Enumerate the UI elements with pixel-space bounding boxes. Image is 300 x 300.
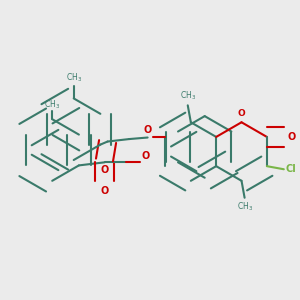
Text: Cl: Cl: [285, 164, 296, 174]
Text: O: O: [100, 186, 109, 196]
Text: O: O: [100, 165, 109, 175]
Text: O: O: [287, 132, 296, 142]
Text: CH$_3$: CH$_3$: [236, 201, 253, 213]
Text: O: O: [143, 125, 152, 135]
Text: CH$_3$: CH$_3$: [44, 99, 60, 112]
Text: CH$_3$: CH$_3$: [180, 90, 196, 102]
Text: O: O: [142, 151, 150, 161]
Text: CH$_3$: CH$_3$: [66, 71, 82, 84]
Text: O: O: [238, 109, 245, 118]
